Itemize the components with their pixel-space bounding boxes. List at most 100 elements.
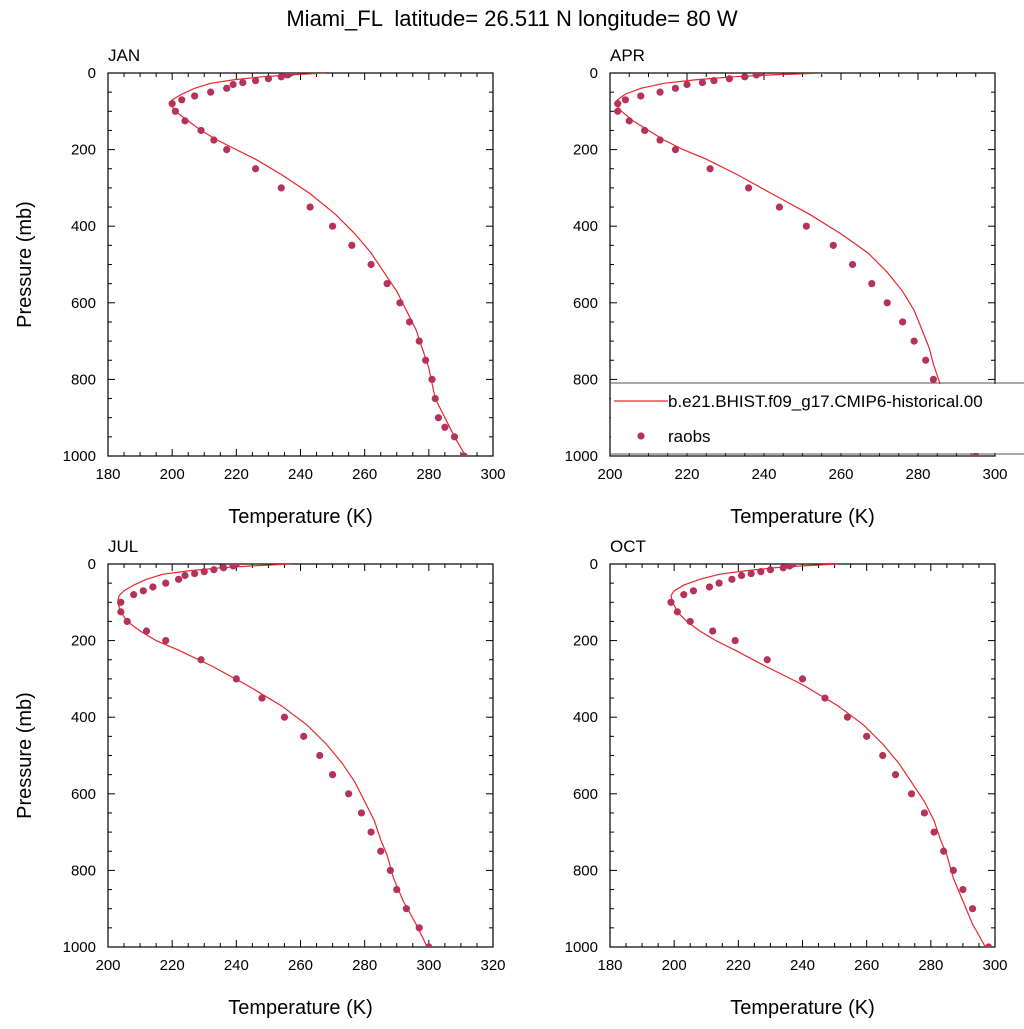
raobs-point (641, 126, 649, 135)
y-tick-label: 0 (88, 556, 96, 573)
x-tick-label: 200 (95, 957, 120, 974)
raobs-point (162, 637, 170, 645)
raobs-point (207, 88, 215, 96)
raobs-point (930, 828, 938, 836)
y-tick-label: 800 (71, 371, 96, 388)
raobs-point (910, 337, 918, 345)
raobs-point (891, 771, 900, 779)
y-tick-label: 400 (573, 218, 598, 235)
y-tick-label: 1000 (565, 448, 598, 465)
raobs-point (181, 571, 189, 580)
x-tick-label: 280 (905, 466, 930, 483)
raobs-point (637, 92, 645, 100)
raobs-point (396, 299, 404, 307)
y-tick-label: 600 (573, 786, 598, 803)
raobs-point (786, 564, 794, 570)
raobs-point (357, 809, 366, 817)
x-axis-label: Temperature (K) (228, 997, 373, 1019)
raobs-point (239, 78, 247, 87)
raobs-point (731, 637, 739, 645)
raobs-point (117, 598, 125, 606)
model-series-line (670, 564, 986, 947)
raobs-point (200, 568, 208, 576)
model-series-line (116, 564, 428, 947)
x-tick-label: 200 (597, 466, 622, 483)
raobs-point (798, 675, 807, 683)
raobs-point (431, 394, 439, 403)
y-tick-label: 0 (590, 65, 598, 82)
y-tick-label: 0 (88, 65, 96, 82)
y-tick-label: 800 (71, 862, 96, 879)
raobs-point (316, 751, 324, 760)
x-axis-label: Temperature (K) (228, 506, 373, 528)
raobs-point (848, 260, 857, 269)
raobs-point (229, 80, 237, 89)
raobs-point (879, 751, 887, 760)
panel-title: OCT (610, 537, 646, 556)
plot-data (614, 73, 980, 456)
raobs-point (922, 356, 930, 364)
raobs-point (984, 943, 993, 947)
raobs-point (667, 598, 675, 606)
raobs-point (428, 375, 436, 383)
raobs-point (117, 608, 125, 616)
raobs-point (883, 299, 891, 307)
raobs-point (775, 203, 784, 211)
y-tick-label: 1000 (63, 448, 96, 465)
raobs-point (386, 866, 394, 875)
raobs-point (441, 423, 449, 431)
raobs-point (264, 75, 273, 83)
raobs-point (940, 847, 948, 855)
raobs-point (802, 222, 810, 230)
legend: b.e21.BHIST.f09_g17.CMIP6-historical.00r… (610, 382, 1024, 455)
y-tick-label: 400 (573, 709, 598, 726)
x-tick-label: 220 (674, 466, 699, 483)
raobs-point (766, 566, 775, 574)
raobs-point (142, 627, 151, 635)
x-tick-label: 240 (790, 957, 815, 974)
y-tick-label: 600 (71, 786, 96, 803)
raobs-point (625, 117, 633, 125)
y-tick-label: 200 (573, 142, 598, 159)
panel-title: JUL (108, 537, 138, 556)
raobs-point (402, 905, 410, 913)
raobs-point (829, 241, 837, 249)
raobs-point (191, 569, 199, 578)
x-tick-label: 240 (224, 957, 249, 974)
raobs-point (741, 73, 749, 81)
x-tick-label: 220 (224, 466, 249, 483)
y-tick-label: 600 (573, 295, 598, 312)
raobs-point (367, 828, 375, 836)
raobs-point (197, 656, 205, 664)
figure-title: Miami_FL latitude= 26.511 N longitude= 8… (286, 6, 738, 31)
raobs-point (920, 809, 929, 817)
plot-data (116, 564, 433, 947)
x-tick-label: 260 (854, 957, 879, 974)
raobs-point (706, 165, 714, 173)
raobs-point (728, 575, 736, 583)
x-axis-label: Temperature (K) (730, 506, 875, 528)
raobs-point (130, 591, 138, 599)
raobs-point (683, 80, 691, 89)
raobs-point (705, 583, 714, 591)
x-tick-label: 180 (95, 466, 120, 483)
plot-data (168, 73, 468, 456)
raobs-point (843, 713, 852, 721)
raobs-point (673, 608, 681, 616)
legend-label-model: b.e21.BHIST.f09_g17.CMIP6-historical.00 (668, 392, 983, 411)
y-tick-label: 0 (590, 556, 598, 573)
y-tick-label: 200 (573, 633, 598, 650)
raobs-point (929, 375, 938, 383)
panel-apr: 200 220 240 260 280 300 0 200 400 600 800 1000 APR Te… (565, 46, 1024, 528)
raobs-point (614, 107, 622, 115)
raobs-point (715, 579, 723, 587)
raobs-point (725, 75, 733, 83)
raobs-point (171, 107, 179, 115)
raobs-point (345, 790, 353, 798)
raobs-point (223, 84, 231, 92)
raobs-point (219, 564, 228, 572)
panel-title: APR (610, 46, 645, 65)
x-tick-label: 280 (352, 957, 377, 974)
raobs-point (168, 100, 176, 108)
